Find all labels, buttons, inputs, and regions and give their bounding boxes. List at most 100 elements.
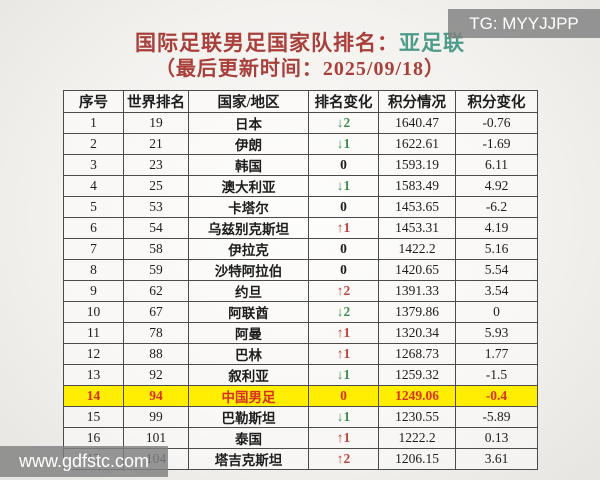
points-cell: 1420.65 xyxy=(378,259,456,281)
points-cell: 1453.31 xyxy=(378,217,456,239)
rank-cell: 10 xyxy=(63,301,124,323)
team-cell: 伊拉克 xyxy=(188,238,309,260)
team-cell: 乌兹别克斯坦 xyxy=(188,217,309,239)
world-rank-cell: 58 xyxy=(123,238,189,260)
points-change-cell: 0 xyxy=(455,301,538,323)
rank-change-zero: 0 xyxy=(340,388,347,403)
table-row: 10 67 阿联酋 ↓2 1379.86 0 xyxy=(63,301,538,323)
points-change-cell: 4.19 xyxy=(455,217,538,239)
rank-change-cell: ↑1 xyxy=(308,217,379,239)
header-cell: 积分情况 xyxy=(378,90,456,113)
team-cell: 巴勒斯坦 xyxy=(188,406,309,428)
team-cell: 日本 xyxy=(188,112,309,134)
rank-change-value: ↓1 xyxy=(336,367,351,382)
ranking-table: 序号 世界排名 国家/地区 排名变化 积分情况 积分变化 1 19 日本 ↓2 1640.47 -0… xyxy=(63,90,538,470)
world-rank-cell: 99 xyxy=(123,406,189,428)
rank-change-value: ↓1 xyxy=(336,136,351,151)
title-update-time: （最后更新时间：2025/09/18） xyxy=(154,58,446,80)
rank-cell: 13 xyxy=(63,364,124,386)
world-rank-cell: 25 xyxy=(123,175,189,197)
rank-change-zero: 0 xyxy=(340,157,347,172)
rank-cell: 5 xyxy=(63,196,124,218)
header-cell: 国家/地区 xyxy=(188,90,309,113)
world-rank-cell: 59 xyxy=(123,259,189,281)
rank-cell: 12 xyxy=(63,343,124,365)
team-cell: 伊朗 xyxy=(188,133,309,155)
table-row: 13 92 叙利亚 ↓1 1259.32 -1.5 xyxy=(63,364,538,386)
rank-change-cell: ↑1 xyxy=(308,427,379,449)
rank-cell: 7 xyxy=(63,238,124,260)
table-row: 16 101 泰国 ↑1 1222.2 0.13 xyxy=(63,427,538,449)
team-cell: 沙特阿拉伯 xyxy=(188,259,309,281)
world-rank-cell: 78 xyxy=(123,322,189,344)
watermark-telegram: TG: MYYJJPP xyxy=(448,9,600,38)
arrow-down-icon: ↓ xyxy=(336,409,344,424)
points-cell: 1249.06 xyxy=(378,385,456,407)
arrow-down-icon: ↓ xyxy=(336,115,344,130)
rank-change-zero: 0 xyxy=(340,241,347,256)
rank-change-cell: ↓1 xyxy=(308,175,379,197)
rank-change-value: ↑1 xyxy=(336,430,351,445)
rank-change-cell: 0 xyxy=(308,154,379,176)
points-cell: 1640.47 xyxy=(378,112,456,134)
arrow-up-icon: ↑ xyxy=(336,430,344,445)
points-change-cell: 5.54 xyxy=(455,259,538,281)
world-rank-cell: 21 xyxy=(123,133,189,155)
rank-change-cell: 0 xyxy=(308,196,379,218)
rank-change-value: ↑1 xyxy=(336,220,351,235)
team-cell: 泰国 xyxy=(188,427,309,449)
team-cell: 约旦 xyxy=(188,280,309,302)
team-cell: 卡塔尔 xyxy=(188,196,309,218)
team-cell: 塔吉克斯坦 xyxy=(188,448,309,470)
rank-change-cell: ↓2 xyxy=(308,301,379,323)
rank-change-cell: ↑2 xyxy=(308,448,379,470)
header-cell: 序号 xyxy=(63,90,124,113)
arrow-down-icon: ↓ xyxy=(336,304,344,319)
rank-cell: 3 xyxy=(63,154,124,176)
points-change-cell: -1.69 xyxy=(455,133,538,155)
world-rank-cell: 67 xyxy=(123,301,189,323)
table-row: 9 62 约旦 ↑2 1391.33 3.54 xyxy=(63,280,538,302)
rank-change-zero: 0 xyxy=(340,199,347,214)
team-cell: 阿联酋 xyxy=(188,301,309,323)
points-change-cell: 0.13 xyxy=(455,427,538,449)
world-rank-cell: 62 xyxy=(123,280,189,302)
table-row: 7 58 伊拉克 0 1422.2 5.16 xyxy=(63,238,538,260)
rank-change-cell: ↓2 xyxy=(308,112,379,134)
rank-change-value: ↓2 xyxy=(336,304,351,319)
world-rank-cell: 19 xyxy=(123,112,189,134)
table-body: 1 19 日本 ↓2 1640.47 -0.76 2 21 伊朗 ↓1 1622.61 -1.69 3 2… xyxy=(63,112,538,470)
team-cell: 韩国 xyxy=(188,154,309,176)
team-cell: 叙利亚 xyxy=(188,364,309,386)
points-cell: 1222.2 xyxy=(378,427,456,449)
points-change-cell: 1.77 xyxy=(455,343,538,365)
points-cell: 1230.55 xyxy=(378,406,456,428)
arrow-up-icon: ↑ xyxy=(336,325,344,340)
title-main-text: 国际足联男足国家队排名： xyxy=(135,31,399,55)
points-cell: 1320.34 xyxy=(378,322,456,344)
rank-change-cell: ↑2 xyxy=(308,280,379,302)
table-row: 4 25 澳大利亚 ↓1 1583.49 4.92 xyxy=(63,175,538,197)
world-rank-cell: 53 xyxy=(123,196,189,218)
rank-change-value: ↑1 xyxy=(336,325,351,340)
rank-change-value: ↓1 xyxy=(336,409,351,424)
arrow-up-icon: ↑ xyxy=(336,283,344,298)
rank-change-value: ↑2 xyxy=(336,451,351,466)
points-change-cell: -6.2 xyxy=(455,196,538,218)
points-cell: 1379.86 xyxy=(378,301,456,323)
rank-cell: 2 xyxy=(63,133,124,155)
rank-cell: 15 xyxy=(63,406,124,428)
rank-change-cell: ↑1 xyxy=(308,343,379,365)
rank-change-cell: 0 xyxy=(308,238,379,260)
watermark-website: www.gdfstc.com xyxy=(0,446,168,477)
table-header-row: 序号 世界排名 国家/地区 排名变化 积分情况 积分变化 xyxy=(63,90,538,113)
header-cell: 世界排名 xyxy=(123,90,189,113)
rank-cell: 8 xyxy=(63,259,124,281)
table-row: 12 88 巴林 ↑1 1268.73 1.77 xyxy=(63,343,538,365)
table-row: 11 78 阿曼 ↑1 1320.34 5.93 xyxy=(63,322,538,344)
table-row: 14 94 中国男足 0 1249.06 -0.4 xyxy=(63,385,538,407)
table-row: 8 59 沙特阿拉伯 0 1420.65 5.54 xyxy=(63,259,538,281)
points-change-cell: -0.4 xyxy=(455,385,538,407)
team-cell: 巴林 xyxy=(188,343,309,365)
